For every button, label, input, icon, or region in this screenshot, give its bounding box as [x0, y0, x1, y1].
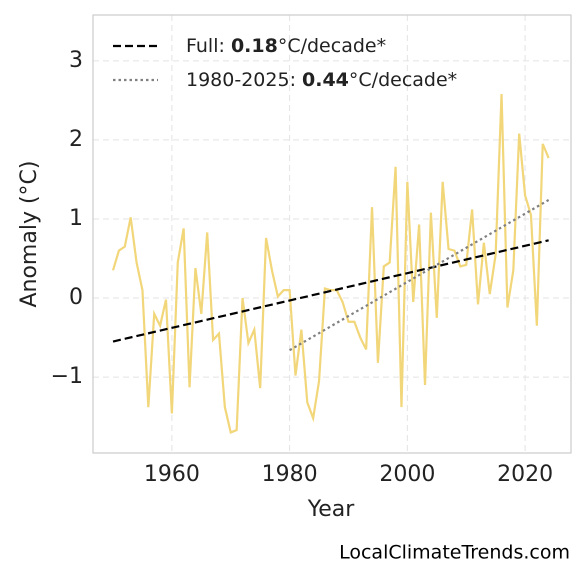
- legend-rate: 0.18: [231, 35, 278, 57]
- x-tick-label: 2000: [379, 462, 435, 487]
- y-tick-label: 0: [69, 285, 83, 310]
- legend-unit: °C/decade*: [278, 35, 386, 57]
- legend-label: Full: 0.18°C/decade*: [186, 35, 386, 57]
- legend-rate: 0.44: [302, 69, 349, 91]
- y-tick-label: 3: [69, 48, 83, 73]
- plot-frame: [92, 14, 572, 454]
- x-tick-label: 1960: [144, 462, 200, 487]
- legend-prefix: 1980-2025:: [186, 69, 302, 91]
- legend-unit: °C/decade*: [349, 69, 457, 91]
- x-axis-label: Year: [307, 497, 356, 522]
- y-axis-label: Anomaly (°C): [17, 160, 42, 307]
- x-tick-label: 1980: [262, 462, 318, 487]
- legend-label: 1980-2025: 0.44°C/decade*: [186, 69, 457, 91]
- watermark: LocalClimateTrends.com: [339, 542, 570, 564]
- x-tick-label: 2020: [497, 462, 553, 487]
- y-tick-label: −1: [51, 364, 83, 389]
- data-line: [289, 199, 550, 352]
- y-tick-label: 2: [69, 127, 83, 152]
- y-tick-label: 1: [69, 206, 83, 231]
- legend-prefix: Full:: [186, 35, 231, 57]
- data-line: [112, 239, 549, 343]
- data-line: [111, 94, 550, 434]
